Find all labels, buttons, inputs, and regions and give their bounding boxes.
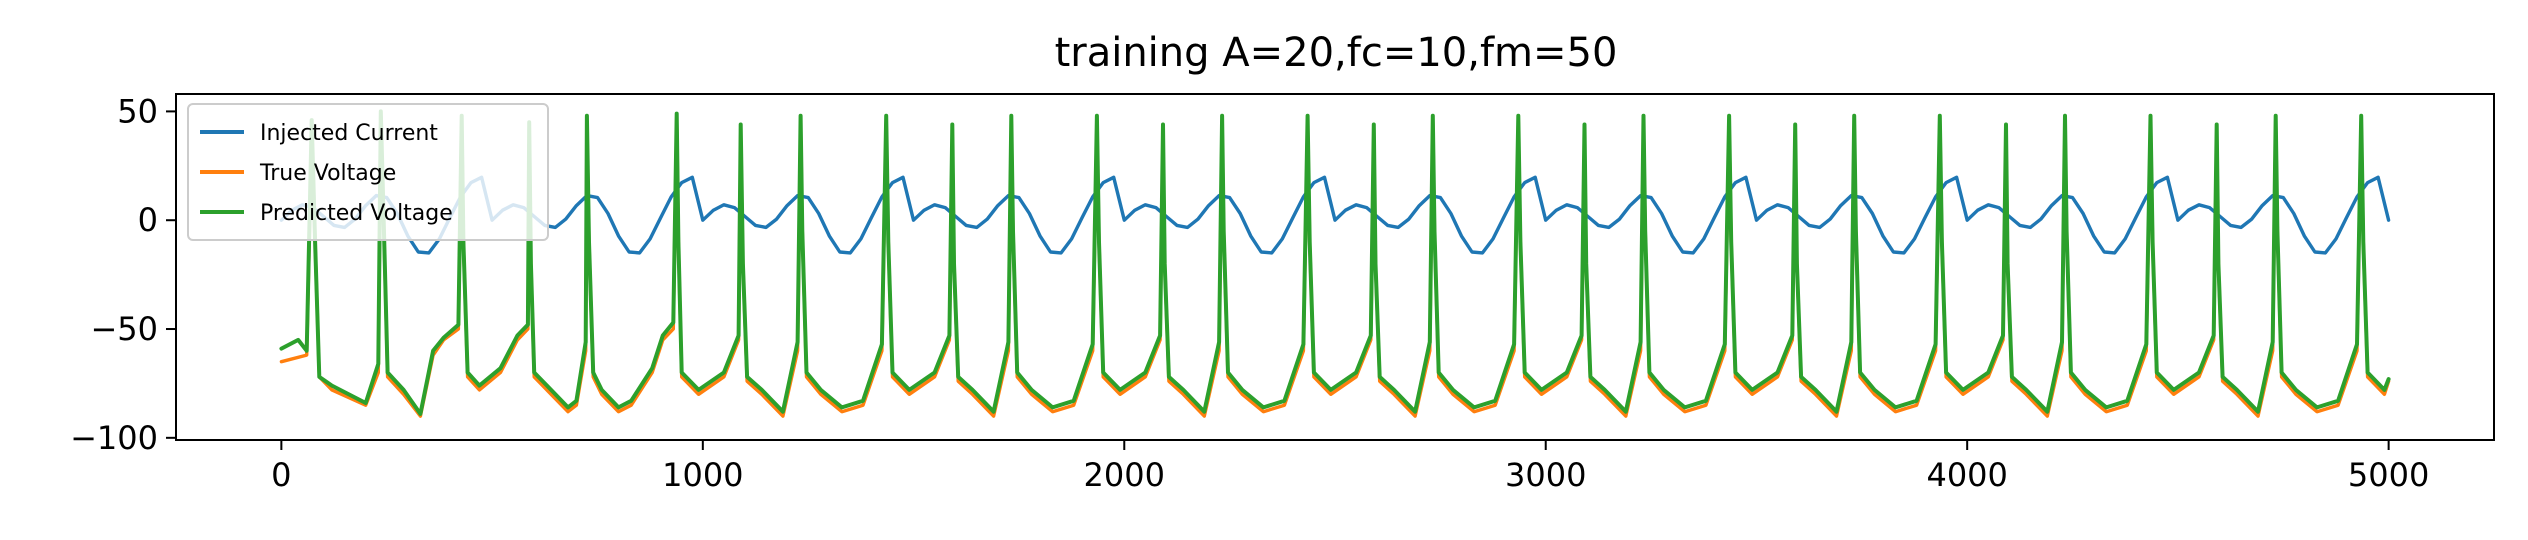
chart-title: training A=20,fc=10,fm=50 — [1055, 30, 1618, 76]
y-tick-label: 0 — [138, 201, 158, 239]
legend: Injected Current True Voltage Predicted Vo… — [187, 103, 549, 241]
legend-label: Injected Current — [260, 121, 438, 146]
series-line-injected-current — [279, 175, 2391, 255]
y-tick-label: −100 — [70, 419, 158, 457]
x-tick-label: 2000 — [1084, 456, 1165, 494]
x-tick-label: 0 — [271, 456, 291, 494]
legend-box — [187, 103, 549, 241]
series-line-predicted-voltage — [279, 109, 2391, 416]
legend-label: True Voltage — [259, 161, 396, 186]
x-tick-label: 5000 — [2348, 456, 2429, 494]
x-tick-label: 4000 — [1926, 456, 2007, 494]
y-tick-label: 50 — [117, 92, 158, 130]
y-tick-label: −50 — [90, 310, 158, 348]
x-tick-label: 3000 — [1505, 456, 1586, 494]
legend-label: Predicted Voltage — [260, 201, 453, 226]
x-tick-label: 1000 — [662, 456, 743, 494]
plot-frame — [175, 93, 2495, 441]
